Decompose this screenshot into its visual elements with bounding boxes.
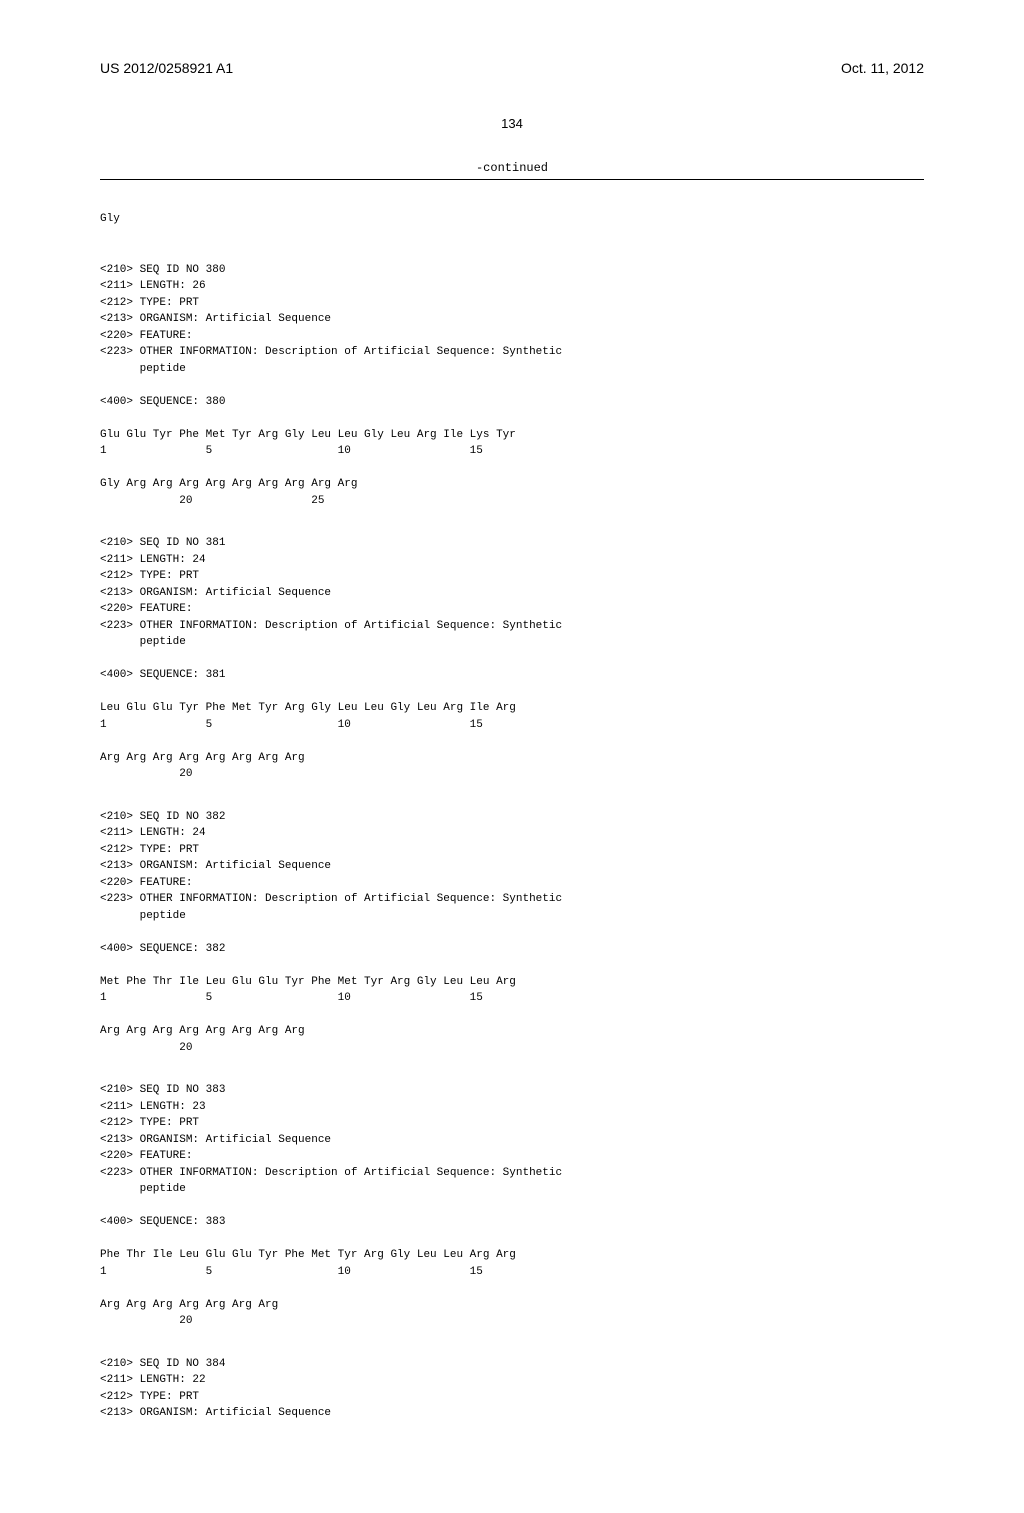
gly-line: Gly — [100, 211, 924, 228]
sequence-listing: Gly <210> SEQ ID NO 380 <211> LENGTH: 26… — [100, 194, 924, 1473]
page-header: US 2012/0258921 A1 Oct. 11, 2012 — [100, 60, 924, 76]
sequence-block: <210> SEQ ID NO 382 <211> LENGTH: 24 <21… — [100, 809, 924, 1057]
hr-top — [100, 179, 924, 180]
sequence-block: <210> SEQ ID NO 384 <211> LENGTH: 22 <21… — [100, 1356, 924, 1422]
page-number: 134 — [100, 116, 924, 131]
sequence-block: <210> SEQ ID NO 380 <211> LENGTH: 26 <21… — [100, 262, 924, 510]
continued-label: -continued — [100, 161, 924, 175]
publication-date: Oct. 11, 2012 — [841, 60, 924, 76]
patent-page: US 2012/0258921 A1 Oct. 11, 2012 134 -co… — [0, 0, 1024, 1513]
sequence-block: <210> SEQ ID NO 381 <211> LENGTH: 24 <21… — [100, 535, 924, 783]
sequence-block: <210> SEQ ID NO 383 <211> LENGTH: 23 <21… — [100, 1082, 924, 1330]
publication-number: US 2012/0258921 A1 — [100, 60, 233, 76]
